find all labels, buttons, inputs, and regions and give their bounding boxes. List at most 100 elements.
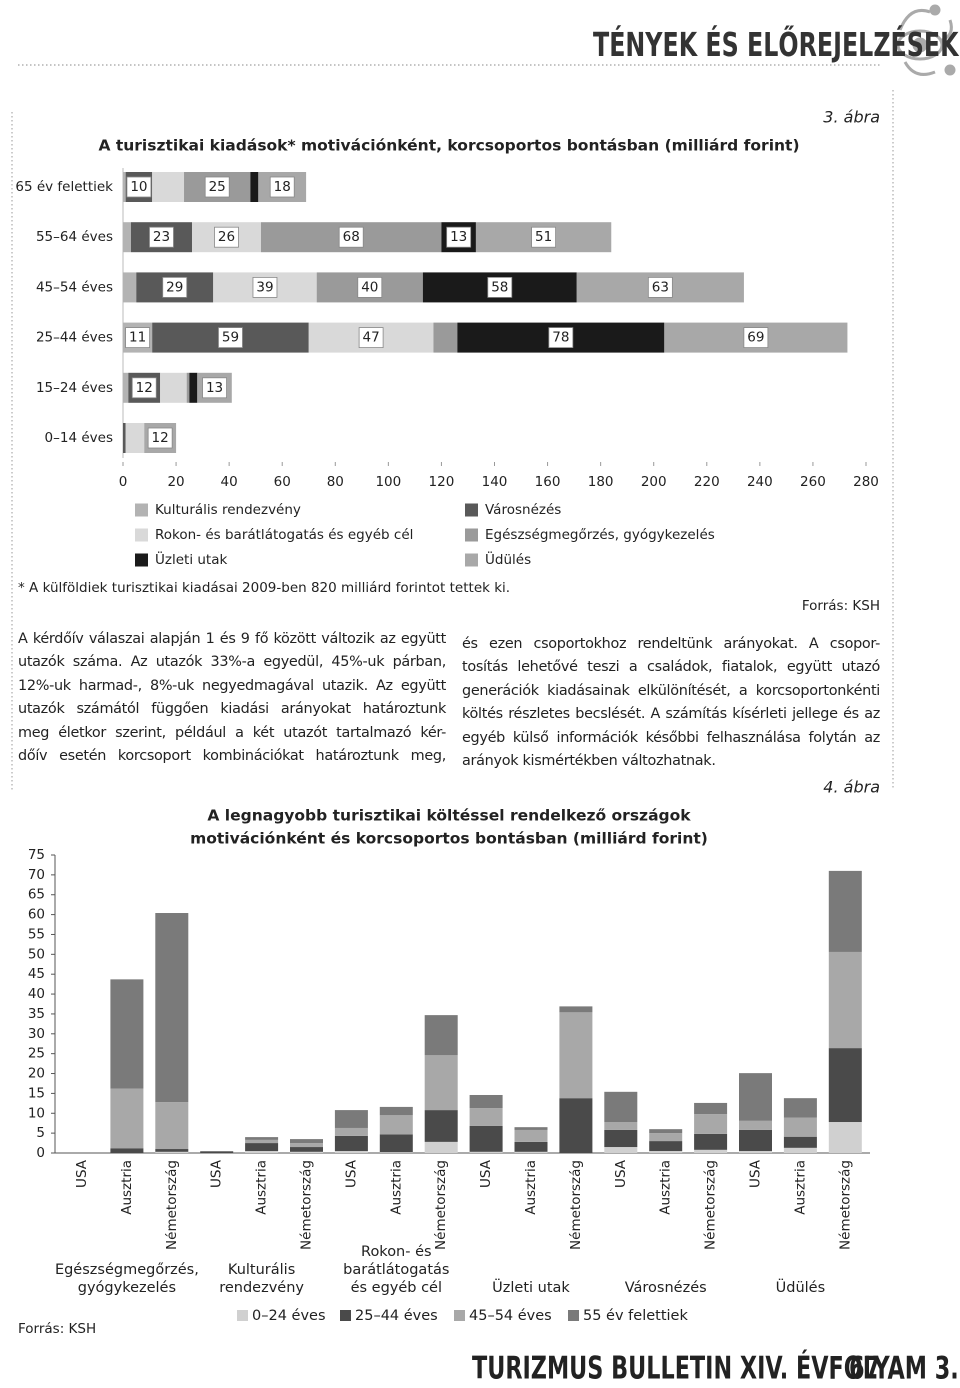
- text-line: tosítás lehetővé teszi a családok, fiata…: [462, 659, 880, 676]
- text-line: 12%-uk harmad-, 8%-uk negyedmagával utaz…: [18, 677, 446, 694]
- x-tick-label: Ausztria: [388, 1160, 404, 1215]
- legend-swatch: [135, 503, 148, 517]
- bar-segment: [123, 222, 131, 253]
- x-tick-label: Németország: [164, 1160, 180, 1250]
- group-label: Rokon- és: [361, 1244, 432, 1260]
- data-label: 25: [209, 179, 226, 195]
- x-tick-label: Németország: [568, 1160, 584, 1250]
- bar-segment: [245, 1139, 279, 1144]
- bar-segment: [290, 1139, 323, 1144]
- x-tick-label: 100: [375, 474, 401, 490]
- bar-segment: [424, 1015, 458, 1056]
- bar-segment: [379, 1134, 413, 1153]
- legend-label: Üdülés: [485, 550, 531, 568]
- data-label: 58: [491, 279, 508, 295]
- bar-segment: [694, 1149, 728, 1153]
- bar-segment: [514, 1151, 548, 1153]
- bar-segment: [433, 322, 458, 353]
- x-tick-label: Ausztria: [792, 1160, 808, 1215]
- bar-segment: [739, 1073, 772, 1121]
- bar-segment: [155, 1102, 189, 1150]
- bar-segment: [125, 423, 145, 453]
- label-box: [487, 276, 513, 298]
- bar-segment: [245, 1143, 279, 1152]
- x-tick-label: 240: [747, 474, 773, 490]
- data-label: 18: [274, 179, 291, 195]
- x-tick-label: 280: [853, 474, 879, 490]
- data-label: 47: [363, 330, 380, 346]
- group-label: Kulturális: [228, 1262, 295, 1278]
- y-tick-label: 65 év felettiek: [15, 179, 113, 195]
- y-tick-label: 65: [28, 887, 45, 903]
- y-tick-label: 45: [28, 966, 45, 982]
- group-label: Üdülés: [776, 1278, 826, 1296]
- text-line: arányok kismértékben változhatnak.: [462, 752, 716, 769]
- bar-segment: [783, 1117, 817, 1137]
- bar-segment: [290, 1143, 323, 1148]
- bar-segment: [739, 1120, 772, 1130]
- data-label: 12: [136, 380, 153, 396]
- bar-segment: [514, 1129, 548, 1142]
- footnote: * A külföldiek turisztikai kiadásai 2009…: [18, 580, 510, 596]
- data-label: 39: [256, 279, 273, 295]
- data-label: 59: [222, 330, 239, 346]
- bar-segment: [334, 1127, 368, 1136]
- label-box: [131, 377, 157, 399]
- group-label: és egyéb cél: [351, 1280, 442, 1296]
- text-line: A kérdőív válaszai alapján 1 és 9 fő köz…: [18, 631, 446, 647]
- bar-segment: [739, 1151, 772, 1153]
- bar-segment: [469, 1151, 503, 1153]
- x-tick-label: USA: [613, 1159, 629, 1188]
- data-label: 40: [361, 279, 378, 295]
- label-box: [252, 276, 278, 298]
- label-box: [214, 226, 239, 248]
- x-tick-label: Ausztria: [523, 1160, 539, 1215]
- data-label: 13: [206, 380, 223, 396]
- x-tick-label: 260: [800, 474, 826, 490]
- x-tick-label: Németország: [299, 1160, 315, 1250]
- y-tick-label: 55: [28, 926, 45, 942]
- data-label: 51: [535, 229, 552, 245]
- legend-label: Egészségmegőrzés, gyógykezelés: [485, 527, 715, 543]
- bar-segment: [110, 979, 144, 1089]
- chart-title: A turisztikai kiadások* motivációnként, …: [98, 137, 799, 155]
- text-column: és ezen csoportokhoz rendeltünk arányoka…: [462, 633, 880, 773]
- x-tick-label: USA: [748, 1159, 764, 1188]
- text-line: költés részletes becslését. A számítás k…: [462, 706, 880, 723]
- bar-segment: [514, 1141, 548, 1152]
- label-box: [162, 276, 188, 298]
- bar-segment: [559, 1006, 593, 1013]
- bar-segment: [604, 1147, 638, 1153]
- label-box: [149, 226, 174, 248]
- x-tick-label: 0: [119, 474, 128, 490]
- legend-swatch: [135, 528, 148, 542]
- bar-segment: [379, 1152, 413, 1153]
- y-tick-label: 40: [28, 986, 45, 1002]
- y-tick-label: 70: [28, 867, 45, 883]
- legend-label: 45–54 éves: [469, 1308, 552, 1324]
- data-label: 78: [552, 330, 569, 346]
- bar-segment: [559, 1098, 593, 1153]
- bar-segment: [379, 1106, 413, 1116]
- bar-segment: [123, 272, 137, 303]
- bar-segment: [469, 1094, 503, 1109]
- bar-segment: [559, 1012, 593, 1099]
- text-line: dőív esetén korcsoport kombinációkat hat…: [18, 747, 446, 764]
- bar-segment: [245, 1151, 279, 1153]
- label-box: [647, 276, 673, 298]
- label-box: [338, 226, 364, 248]
- bar-segment: [694, 1133, 728, 1150]
- text-line: és ezen csoportokhoz rendeltünk arányoka…: [462, 636, 880, 652]
- legend-label: 0–24 éves: [252, 1308, 326, 1324]
- legend-swatch: [465, 503, 478, 517]
- legend-swatch: [340, 1310, 351, 1321]
- x-tick-label: Németország: [433, 1160, 449, 1250]
- x-tick-label: Ausztria: [254, 1160, 270, 1215]
- legend-swatch: [135, 553, 148, 567]
- x-tick-label: 40: [221, 474, 238, 490]
- x-tick-label: Németország: [703, 1160, 719, 1250]
- source: Forrás: KSH: [802, 598, 880, 614]
- label-box: [204, 176, 230, 198]
- legend-label: Városnézés: [485, 502, 561, 518]
- bar-segment: [379, 1115, 413, 1135]
